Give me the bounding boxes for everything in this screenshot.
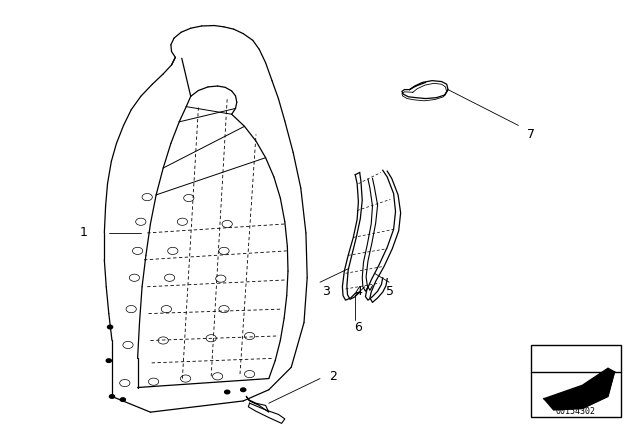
Circle shape <box>106 359 111 362</box>
Circle shape <box>120 398 125 401</box>
Text: 2: 2 <box>329 370 337 383</box>
Text: 00154302: 00154302 <box>556 407 596 416</box>
Text: 6: 6 <box>355 320 362 334</box>
Circle shape <box>241 388 246 392</box>
FancyBboxPatch shape <box>531 345 621 417</box>
Text: 4: 4 <box>355 284 362 298</box>
Circle shape <box>108 325 113 329</box>
Text: 3: 3 <box>323 284 330 298</box>
Text: 5: 5 <box>387 284 394 298</box>
Text: 7: 7 <box>527 128 535 141</box>
Text: 1: 1 <box>79 226 87 240</box>
Polygon shape <box>544 368 614 410</box>
Circle shape <box>225 390 230 394</box>
Circle shape <box>109 395 115 398</box>
